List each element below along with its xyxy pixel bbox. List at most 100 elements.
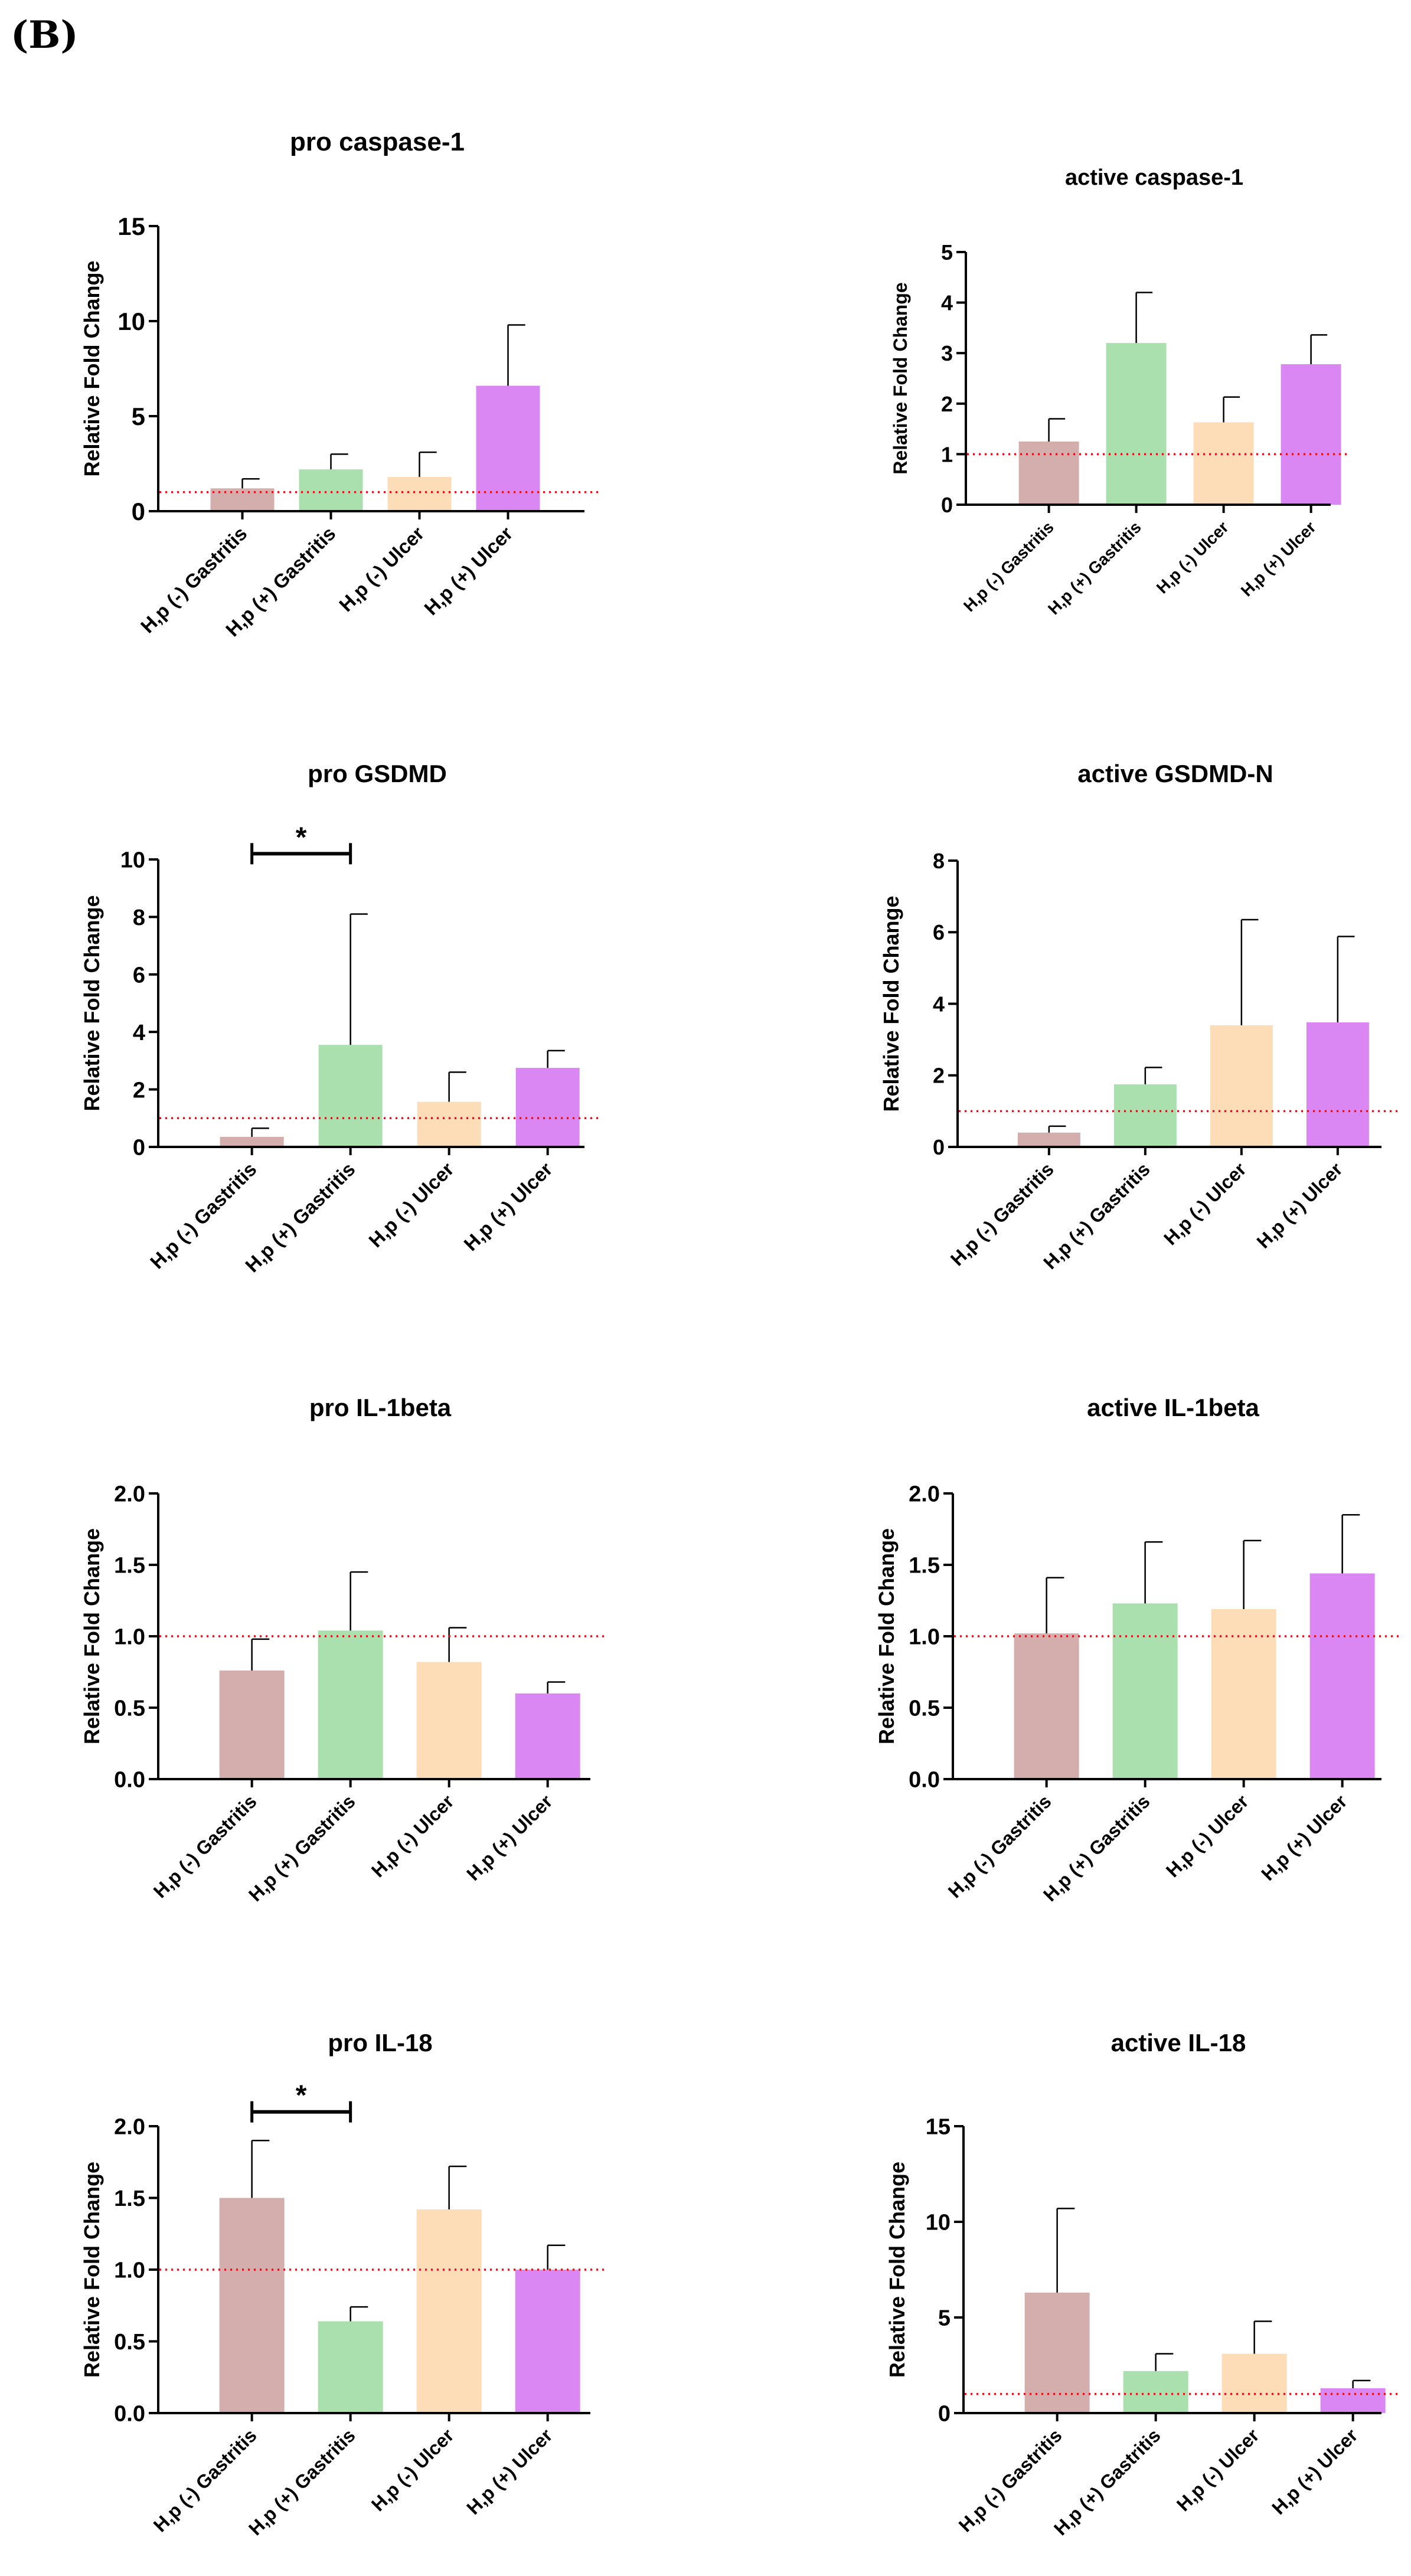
bar-4 xyxy=(515,1068,580,1147)
y-tick-label: 0.0 xyxy=(114,1768,145,1793)
bar-2 xyxy=(318,1630,383,1779)
y-tick-label: 0 xyxy=(933,1135,945,1159)
y-axis-label: Relative Fold Change xyxy=(874,1528,899,1744)
bar-4 xyxy=(1309,1573,1375,1779)
chart-title: pro IL-18 xyxy=(328,2029,432,2057)
y-tick-label: 0.5 xyxy=(909,1696,940,1721)
y-axis-label: Relative Fold Change xyxy=(80,260,104,476)
bar-2 xyxy=(318,2321,383,2413)
bar-4 xyxy=(515,2270,580,2413)
bar-3 xyxy=(1193,422,1254,505)
bar-2 xyxy=(1112,1603,1178,1779)
bar-3 xyxy=(417,1101,481,1147)
bar-3 xyxy=(1210,1025,1273,1147)
y-tick-label: 2 xyxy=(941,392,953,416)
significance-star: * xyxy=(296,822,307,853)
chart-title: active GSDMD-N xyxy=(1077,760,1273,787)
bar-1 xyxy=(220,1136,284,1147)
bar-1 xyxy=(1014,1633,1079,1779)
category-label: H,p (+) Ulcer xyxy=(1268,2424,1361,2518)
y-axis-label: Relative Fold Change xyxy=(80,895,104,1111)
category-label: H,p (-) Gastritis xyxy=(955,2424,1066,2536)
chart-title: pro GSDMD xyxy=(308,760,447,787)
chart-title: active IL-1beta xyxy=(1087,1394,1259,1421)
y-tick-label: 5 xyxy=(132,403,145,430)
bar-2 xyxy=(1106,343,1167,505)
y-tick-label: 4 xyxy=(933,992,945,1016)
bar-1 xyxy=(1024,2292,1090,2413)
bar-2 xyxy=(318,1045,383,1147)
y-tick-label: 1.5 xyxy=(114,1554,145,1578)
y-tick-label: 1.5 xyxy=(114,2186,145,2211)
bar-1 xyxy=(1017,1132,1080,1147)
y-tick-label: 2.0 xyxy=(114,2115,145,2140)
category-label: H,p (-) Ulcer xyxy=(1172,2424,1263,2515)
y-tick-label: 1.5 xyxy=(909,1554,940,1578)
bar-3 xyxy=(387,477,452,511)
bar-1 xyxy=(219,2198,285,2413)
chart-title: pro IL-1beta xyxy=(309,1394,452,1421)
y-tick-label: 15 xyxy=(117,213,145,240)
y-tick-label: 0.0 xyxy=(114,2402,145,2427)
y-tick-label: 1.0 xyxy=(114,2258,145,2283)
significance-star: * xyxy=(296,2080,307,2111)
bar-3 xyxy=(1221,2353,1287,2413)
bar-3 xyxy=(1211,1609,1276,1779)
chart-title: pro caspase-1 xyxy=(290,128,465,156)
y-tick-label: 8 xyxy=(933,849,945,873)
y-tick-label: 2 xyxy=(133,1078,145,1103)
category-label: H,p (+) Gastritis xyxy=(1050,2424,1165,2539)
bar-4 xyxy=(476,385,540,511)
y-axis-label: Relative Fold Change xyxy=(885,2162,909,2378)
y-tick-label: 15 xyxy=(926,2115,951,2140)
y-tick-label: 0.5 xyxy=(114,2330,145,2355)
y-tick-label: 0.0 xyxy=(909,1768,940,1793)
y-tick-label: 1 xyxy=(941,442,953,466)
y-tick-label: 5 xyxy=(941,240,953,264)
y-tick-label: 0 xyxy=(941,493,953,517)
chart-title: active caspase-1 xyxy=(1065,165,1243,190)
y-tick-label: 10 xyxy=(120,848,145,873)
chart-title: active IL-18 xyxy=(1111,2029,1246,2057)
panel-label: (B) xyxy=(11,13,79,57)
y-tick-label: 4 xyxy=(133,1021,145,1045)
y-tick-label: 3 xyxy=(941,341,953,365)
y-tick-label: 2.0 xyxy=(909,1482,940,1507)
bar-4 xyxy=(1281,364,1341,505)
bar-2 xyxy=(1123,2371,1188,2413)
bar-4 xyxy=(1306,1022,1369,1147)
y-tick-label: 0.5 xyxy=(114,1696,145,1721)
y-tick-label: 8 xyxy=(133,905,145,930)
y-tick-label: 0 xyxy=(133,1136,145,1160)
y-tick-label: 2.0 xyxy=(114,1482,145,1507)
y-axis-label: Relative Fold Change xyxy=(80,2162,104,2378)
y-axis-label: Relative Fold Change xyxy=(890,282,911,474)
bar-3 xyxy=(416,2209,482,2413)
y-tick-label: 10 xyxy=(117,308,145,335)
bar-1 xyxy=(1018,442,1079,505)
bar-4 xyxy=(515,1693,580,1779)
bar-2 xyxy=(299,469,363,511)
bar-3 xyxy=(416,1662,482,1779)
y-tick-label: 6 xyxy=(933,920,945,944)
bar-1 xyxy=(219,1671,285,1779)
y-tick-label: 4 xyxy=(941,291,953,315)
y-tick-label: 10 xyxy=(926,2211,951,2235)
y-tick-label: 2 xyxy=(933,1064,945,1088)
y-tick-label: 1.0 xyxy=(114,1625,145,1650)
y-axis-label: Relative Fold Change xyxy=(879,895,903,1112)
y-tick-label: 1.0 xyxy=(909,1625,940,1650)
y-tick-label: 0 xyxy=(938,2402,951,2427)
y-tick-label: 6 xyxy=(133,963,145,988)
bar-4 xyxy=(1320,2388,1386,2413)
bar-2 xyxy=(1113,1084,1177,1147)
y-tick-label: 0 xyxy=(132,498,145,525)
